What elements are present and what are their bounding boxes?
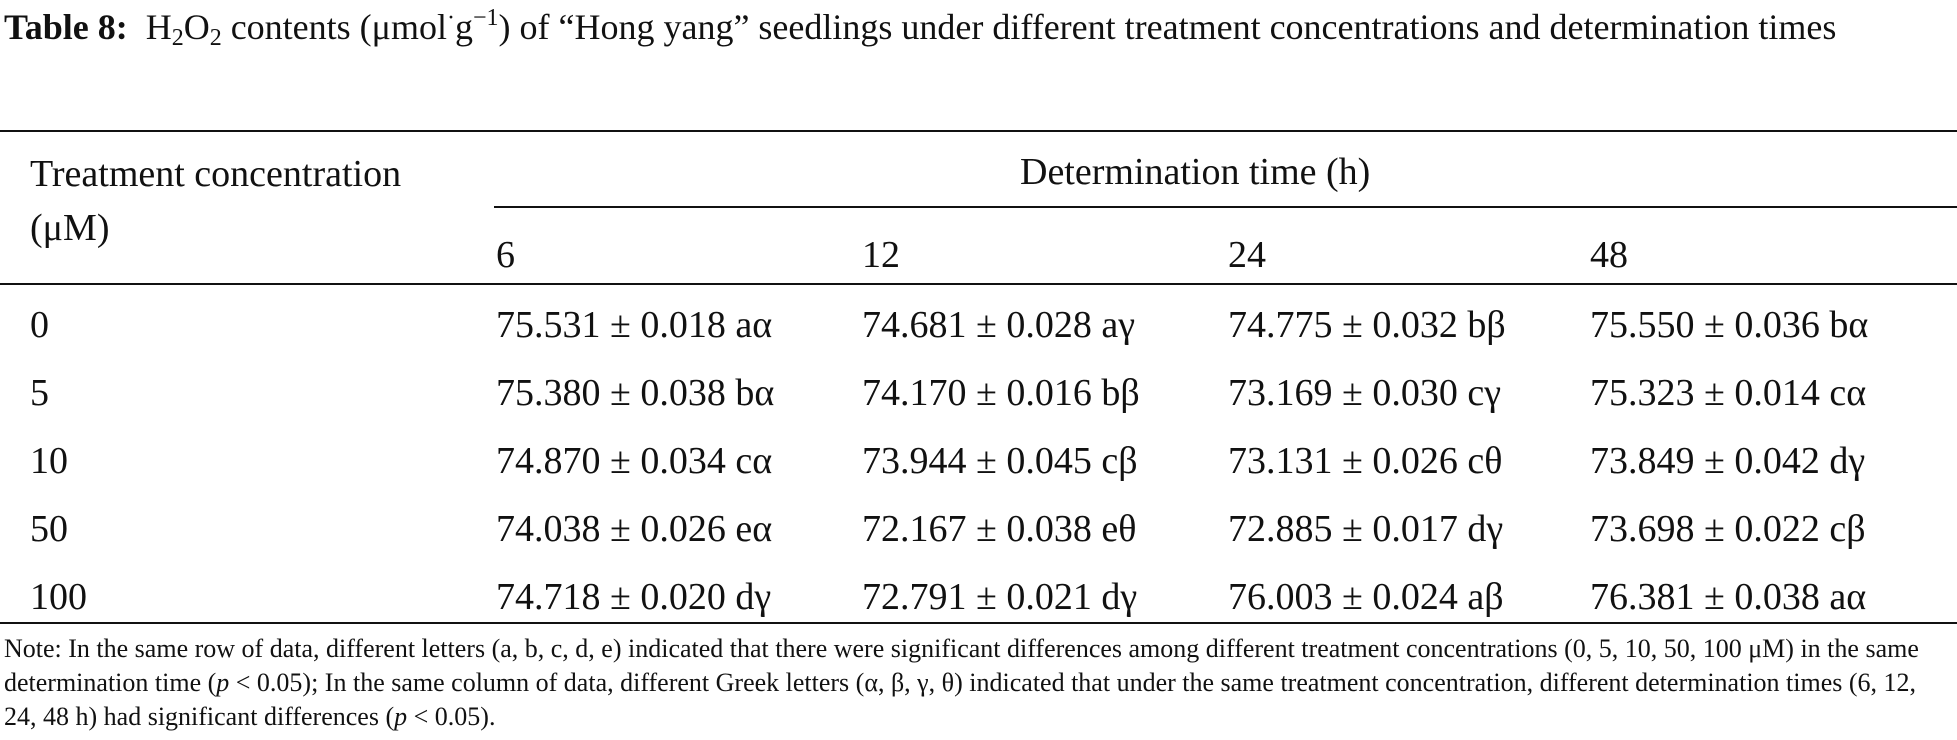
table-cell: 75.380 ± 0.038 bα: [496, 372, 775, 414]
caption-dot: ·: [446, 5, 455, 31]
table-cell: 73.849 ± 0.042 dγ: [1590, 440, 1866, 482]
caption-exponent: −1: [472, 5, 499, 31]
table-caption: Table 8: H2O2 contents (μmol·g−1) of “Ho…: [4, 4, 1954, 50]
table-cell: 72.791 ± 0.021 dγ: [862, 576, 1138, 618]
time-header-12: 12: [862, 234, 900, 276]
table-cell: 72.885 ± 0.017 dγ: [1228, 508, 1504, 550]
note-part-3: < 0.05).: [407, 702, 496, 731]
table-cell: 72.167 ± 0.038 eθ: [862, 508, 1137, 550]
caption-o: O: [183, 7, 210, 47]
caption-sub-2a: 2: [171, 25, 184, 51]
table-cell: 75.323 ± 0.014 cα: [1590, 372, 1867, 414]
bottom-rule: [0, 622, 1957, 624]
top-rule: [0, 130, 1957, 132]
table-cell: 74.870 ± 0.034 cα: [496, 440, 773, 482]
note-p-1: p: [216, 668, 230, 697]
caption-h: H: [145, 7, 172, 47]
caption-pre-unit: contents (μmol: [221, 7, 447, 47]
row-conc: 100: [30, 576, 87, 618]
table-cell: 75.550 ± 0.036 bα: [1590, 304, 1869, 346]
time-header-48: 48: [1590, 234, 1628, 276]
table-cell: 74.681 ± 0.028 aγ: [862, 304, 1136, 346]
header-rule: [0, 283, 1957, 285]
table-cell: 74.718 ± 0.020 dγ: [496, 576, 772, 618]
table-cell: 74.775 ± 0.032 bβ: [1228, 304, 1506, 346]
caption-sub-2b: 2: [209, 25, 222, 51]
caption-rest: ) of “Hong yang” seedlings under differe…: [498, 7, 1837, 47]
table-cell: 73.169 ± 0.030 cγ: [1228, 372, 1502, 414]
group-header: Determination time (h): [1020, 151, 1371, 193]
table-cell: 76.381 ± 0.038 aα: [1590, 576, 1867, 618]
caption-g: g: [454, 7, 473, 47]
note-part-2: < 0.05); In the same column of data, dif…: [4, 668, 1917, 731]
row-conc: 50: [30, 508, 68, 550]
group-header-rule: [494, 206, 1957, 208]
row-conc: 10: [30, 440, 68, 482]
row-conc: 0: [30, 304, 49, 346]
time-header-6: 6: [496, 234, 515, 276]
table-note: Note: In the same row of data, different…: [4, 632, 1954, 734]
stub-header: Treatment concentration (μM): [30, 153, 402, 249]
note-p-2: p: [394, 702, 408, 731]
note-part-1: Note: In the same row of data, different…: [4, 634, 1919, 697]
table-cell: 74.038 ± 0.026 eα: [496, 508, 773, 550]
table-cell: 73.698 ± 0.022 cβ: [1590, 508, 1866, 550]
time-header-24: 24: [1228, 234, 1266, 276]
table-cell: 73.944 ± 0.045 cβ: [862, 440, 1138, 482]
caption-label: Table 8:: [4, 7, 128, 47]
table-cell: 73.131 ± 0.026 cθ: [1228, 440, 1503, 482]
row-conc: 5: [30, 372, 49, 414]
table-cell: 76.003 ± 0.024 aβ: [1228, 576, 1504, 618]
table-cell: 75.531 ± 0.018 aα: [496, 304, 773, 346]
table-cell: 74.170 ± 0.016 bβ: [862, 372, 1140, 414]
